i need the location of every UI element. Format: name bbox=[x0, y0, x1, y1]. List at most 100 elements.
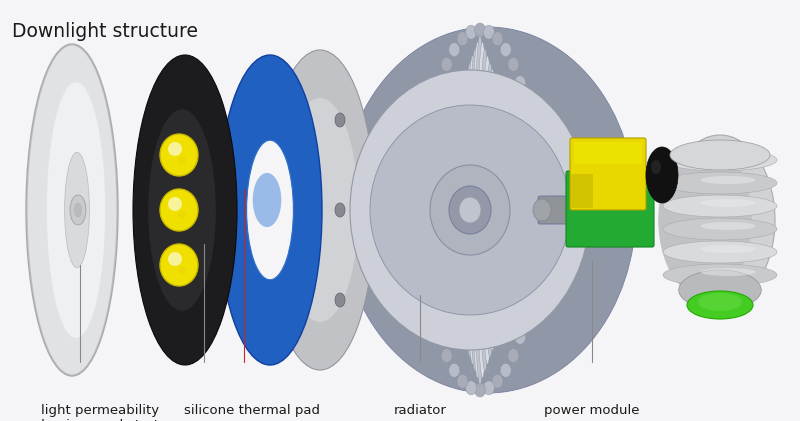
Ellipse shape bbox=[484, 63, 496, 357]
Ellipse shape bbox=[670, 140, 770, 170]
Ellipse shape bbox=[504, 118, 516, 302]
Ellipse shape bbox=[160, 244, 198, 286]
Ellipse shape bbox=[474, 383, 486, 397]
Ellipse shape bbox=[168, 197, 182, 211]
Ellipse shape bbox=[133, 55, 237, 365]
Ellipse shape bbox=[701, 268, 755, 276]
Ellipse shape bbox=[335, 203, 345, 217]
Ellipse shape bbox=[160, 134, 198, 176]
Ellipse shape bbox=[701, 199, 755, 207]
Ellipse shape bbox=[27, 45, 117, 375]
Ellipse shape bbox=[477, 42, 489, 378]
Ellipse shape bbox=[451, 98, 463, 322]
Ellipse shape bbox=[246, 140, 294, 280]
Ellipse shape bbox=[441, 349, 452, 362]
Ellipse shape bbox=[429, 97, 440, 111]
Text: radiator: radiator bbox=[394, 404, 446, 417]
Ellipse shape bbox=[525, 285, 536, 299]
Ellipse shape bbox=[499, 104, 511, 316]
Ellipse shape bbox=[178, 211, 186, 219]
Ellipse shape bbox=[178, 266, 186, 274]
Ellipse shape bbox=[454, 91, 466, 330]
Ellipse shape bbox=[506, 125, 518, 295]
Ellipse shape bbox=[663, 149, 777, 171]
Ellipse shape bbox=[441, 57, 452, 72]
Ellipse shape bbox=[651, 160, 661, 174]
Ellipse shape bbox=[466, 381, 477, 395]
Ellipse shape bbox=[466, 25, 477, 39]
Ellipse shape bbox=[520, 309, 531, 323]
FancyBboxPatch shape bbox=[538, 196, 587, 224]
Ellipse shape bbox=[444, 118, 456, 302]
Ellipse shape bbox=[335, 113, 345, 127]
Ellipse shape bbox=[340, 27, 636, 393]
Ellipse shape bbox=[439, 132, 451, 288]
Ellipse shape bbox=[514, 330, 526, 344]
Ellipse shape bbox=[701, 176, 755, 184]
Ellipse shape bbox=[282, 98, 358, 322]
Ellipse shape bbox=[168, 252, 182, 266]
Ellipse shape bbox=[491, 84, 503, 336]
Ellipse shape bbox=[663, 218, 777, 240]
Ellipse shape bbox=[148, 109, 216, 311]
Ellipse shape bbox=[449, 43, 460, 56]
Ellipse shape bbox=[265, 50, 375, 370]
Ellipse shape bbox=[489, 77, 501, 344]
Ellipse shape bbox=[446, 112, 458, 309]
Ellipse shape bbox=[462, 70, 474, 350]
Ellipse shape bbox=[658, 142, 752, 298]
Ellipse shape bbox=[418, 203, 429, 217]
Ellipse shape bbox=[418, 231, 430, 245]
Ellipse shape bbox=[663, 241, 777, 263]
Ellipse shape bbox=[492, 374, 503, 388]
Ellipse shape bbox=[434, 330, 446, 344]
Ellipse shape bbox=[424, 285, 435, 299]
Ellipse shape bbox=[424, 121, 435, 135]
Ellipse shape bbox=[500, 363, 511, 377]
Ellipse shape bbox=[663, 195, 777, 217]
Ellipse shape bbox=[678, 270, 762, 310]
Ellipse shape bbox=[698, 293, 742, 311]
Ellipse shape bbox=[471, 42, 483, 378]
Ellipse shape bbox=[46, 82, 106, 338]
Ellipse shape bbox=[701, 153, 755, 161]
Ellipse shape bbox=[429, 309, 440, 323]
Ellipse shape bbox=[253, 173, 282, 227]
Ellipse shape bbox=[486, 70, 498, 350]
Ellipse shape bbox=[479, 49, 491, 371]
Ellipse shape bbox=[418, 175, 430, 189]
Text: silicone thermal pad: silicone thermal pad bbox=[184, 404, 320, 417]
Text: Downlight structure: Downlight structure bbox=[12, 22, 198, 41]
Ellipse shape bbox=[449, 104, 461, 316]
Ellipse shape bbox=[508, 57, 519, 72]
Ellipse shape bbox=[464, 63, 476, 357]
Ellipse shape bbox=[525, 121, 536, 135]
Ellipse shape bbox=[459, 197, 481, 223]
Ellipse shape bbox=[457, 32, 468, 46]
Ellipse shape bbox=[442, 125, 454, 295]
Ellipse shape bbox=[74, 203, 82, 218]
Ellipse shape bbox=[701, 245, 755, 253]
Ellipse shape bbox=[533, 199, 551, 221]
Ellipse shape bbox=[494, 91, 506, 330]
Ellipse shape bbox=[160, 189, 198, 231]
Ellipse shape bbox=[474, 35, 486, 385]
Ellipse shape bbox=[520, 97, 531, 111]
Ellipse shape bbox=[421, 147, 431, 161]
Ellipse shape bbox=[531, 203, 542, 217]
Ellipse shape bbox=[530, 231, 542, 245]
Ellipse shape bbox=[466, 56, 478, 364]
Ellipse shape bbox=[335, 293, 345, 307]
FancyBboxPatch shape bbox=[571, 174, 593, 208]
Ellipse shape bbox=[459, 77, 471, 344]
Ellipse shape bbox=[529, 147, 539, 161]
Ellipse shape bbox=[646, 147, 678, 203]
Ellipse shape bbox=[687, 291, 753, 319]
Ellipse shape bbox=[514, 76, 526, 90]
FancyBboxPatch shape bbox=[570, 138, 646, 210]
Ellipse shape bbox=[530, 175, 542, 189]
Ellipse shape bbox=[70, 195, 86, 225]
FancyBboxPatch shape bbox=[566, 171, 654, 247]
Ellipse shape bbox=[65, 152, 90, 268]
Ellipse shape bbox=[497, 98, 509, 322]
